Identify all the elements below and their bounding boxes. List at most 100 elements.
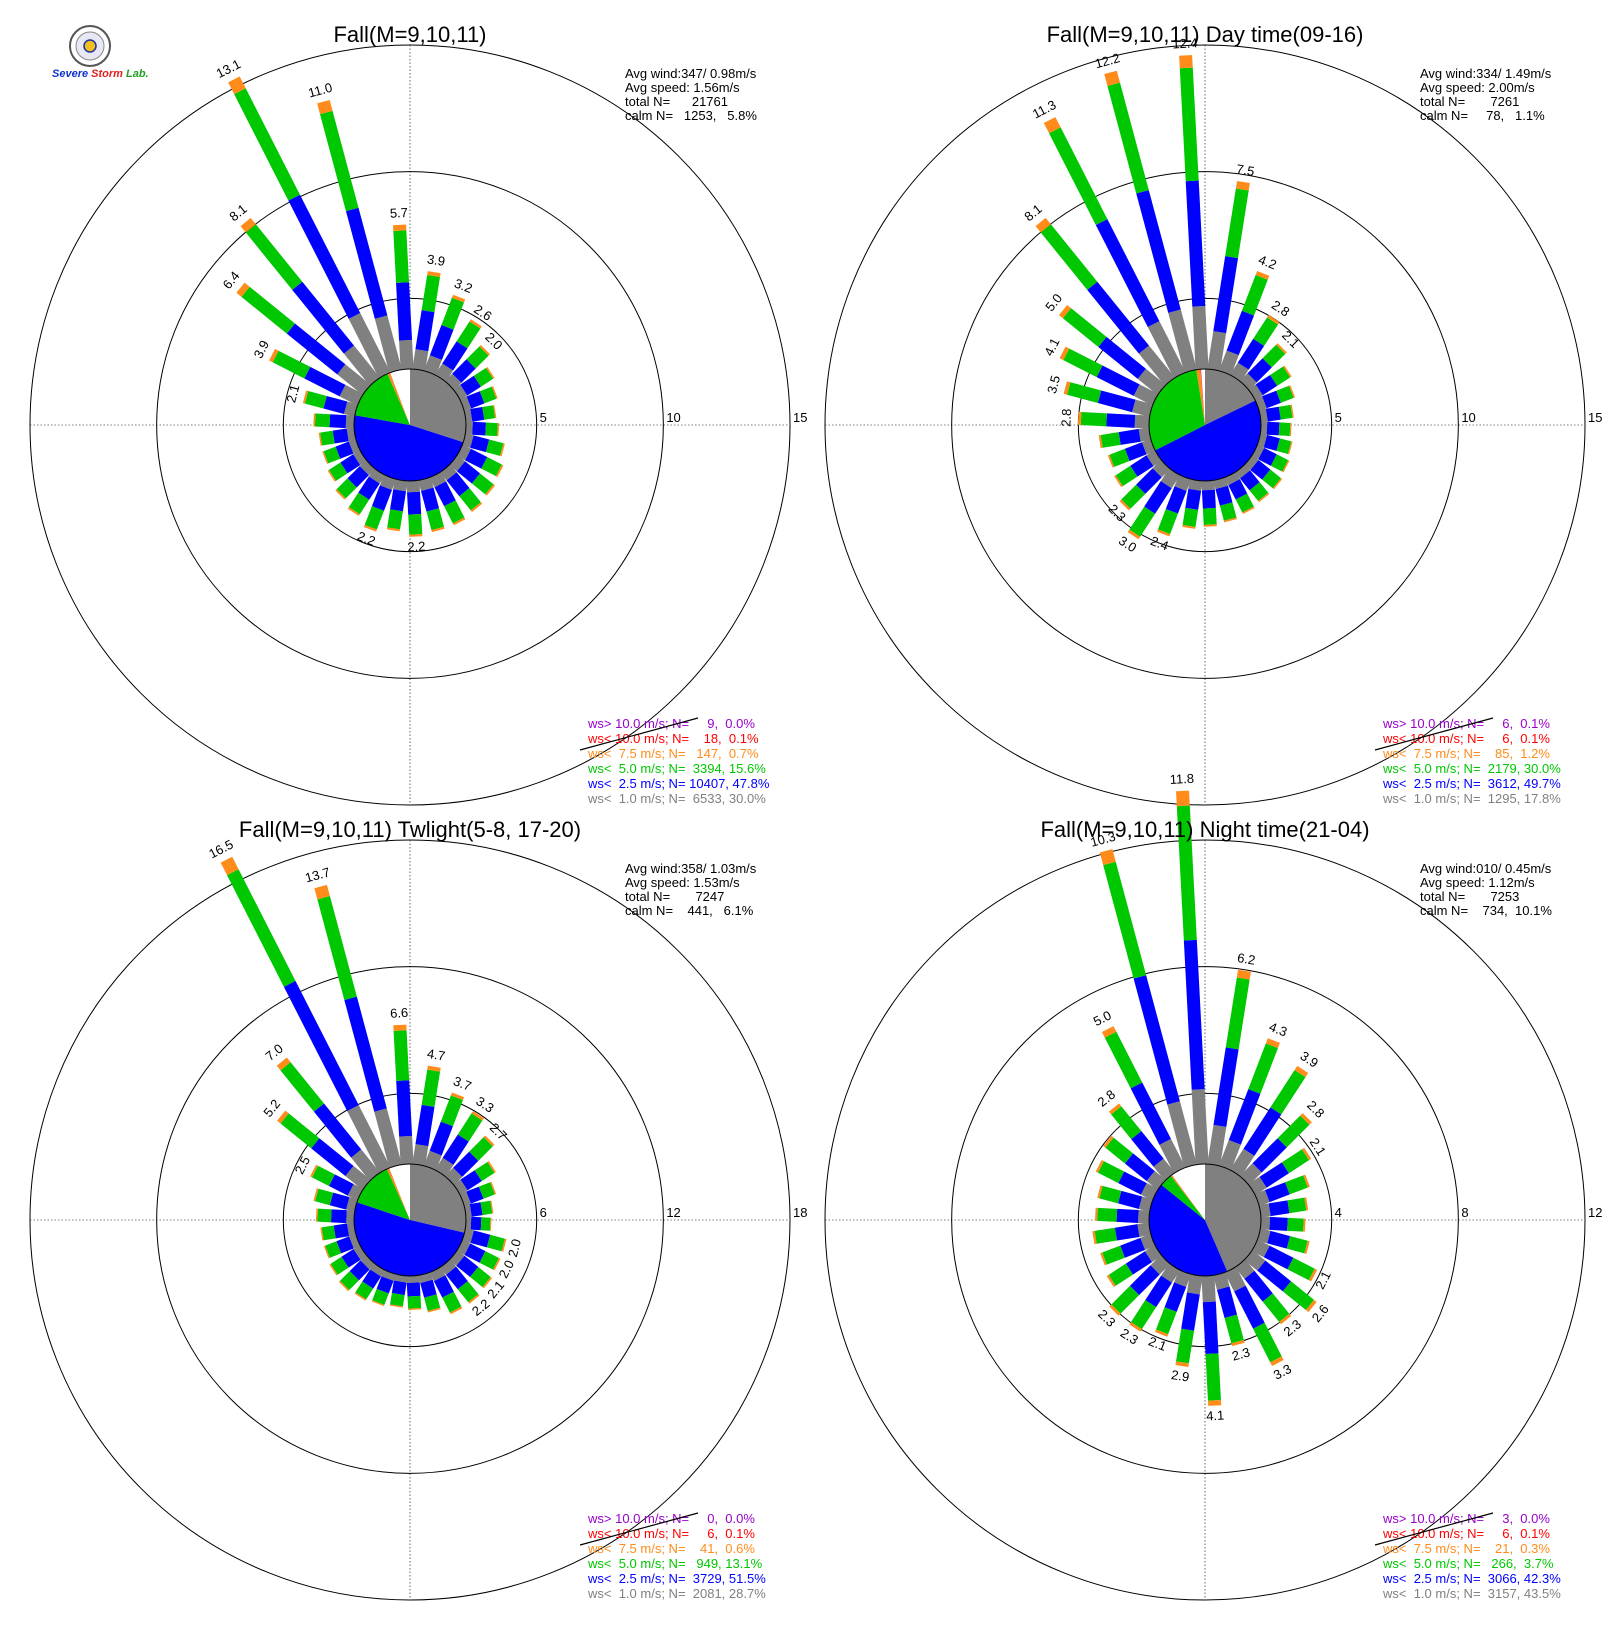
bar-segment <box>1176 805 1197 941</box>
direction-bar <box>406 480 423 537</box>
lab-logo: Severe Storm Lab. <box>52 24 149 84</box>
pie-outline <box>353 368 467 482</box>
stats-line: Avg wind:358/ 1.03m/s <box>625 861 757 876</box>
bar-segment <box>1235 464 1251 479</box>
direction-bar <box>320 1222 356 1241</box>
bar-segment <box>1124 1153 1155 1182</box>
bar-segment <box>1276 343 1287 354</box>
bar-segment <box>1213 1047 1239 1127</box>
bar-segment <box>371 485 393 511</box>
direction-bar <box>429 1266 463 1315</box>
legend-entry: ws< 10.0 m/s; N= 6, 0.1% <box>1382 731 1550 746</box>
bar-segment <box>336 1236 354 1254</box>
pie-slice <box>1196 369 1205 425</box>
bar-segment <box>1303 1218 1306 1232</box>
bar-segment <box>393 1030 410 1081</box>
bar-segment <box>1107 454 1115 468</box>
bar-segment <box>339 384 364 406</box>
bar-segment <box>1270 1356 1284 1366</box>
bar-value-label: 12.2 <box>1093 50 1121 71</box>
direction-bar <box>1077 411 1150 429</box>
bar-segment <box>1049 127 1108 226</box>
legend-entry: ws< 5.0 m/s; N= 3394, 15.6% <box>587 761 766 776</box>
bar-segment <box>1192 305 1209 370</box>
legend-entry: ws< 2.5 m/s; N= 3066, 42.3% <box>1382 1571 1561 1586</box>
bar-segment <box>1130 1300 1157 1330</box>
bar-segment <box>1152 460 1170 478</box>
bar-segment <box>374 1108 402 1168</box>
bar-segment <box>1157 529 1171 537</box>
direction-bar <box>449 1250 493 1289</box>
pie-slice <box>1149 369 1205 451</box>
bar-segment <box>1203 524 1217 527</box>
bar-segment <box>446 1266 468 1290</box>
bar-segment <box>449 455 466 472</box>
legend-entry: ws< 1.0 m/s; N= 1295, 17.8% <box>1382 791 1561 806</box>
bar-segment <box>1283 365 1292 378</box>
direction-bar <box>418 477 445 533</box>
bar-segment <box>349 1234 361 1249</box>
direction-bar <box>440 1259 480 1304</box>
bar-value-label: 5.0 <box>1091 1007 1114 1029</box>
logo-line-3: Lab. <box>126 68 149 80</box>
bar-segment <box>464 1243 486 1263</box>
bar-segment <box>346 1210 355 1224</box>
bar-value-label: 13.7 <box>303 864 331 885</box>
bar-segment <box>304 366 346 397</box>
bar-segment <box>340 454 361 474</box>
bar-segment <box>1255 374 1278 396</box>
bar-value-label: 4.1 <box>1041 335 1063 358</box>
bar-segment <box>1236 969 1251 980</box>
logo-text: Severe Storm Lab. <box>52 68 149 84</box>
bar-segment <box>1262 469 1281 489</box>
direction-bar <box>1035 217 1175 386</box>
direction-bar <box>424 294 466 376</box>
bar-segment <box>368 468 385 484</box>
direction-bar <box>1119 460 1170 511</box>
bar-segment <box>440 1095 464 1127</box>
legend-strike-line <box>579 717 699 751</box>
bar-segment <box>321 1225 336 1241</box>
wind-rose-panel: 6 12 182.55.27.016.513.76.64.73.73.32.72.0… <box>29 817 807 1601</box>
bar-segment <box>1270 366 1291 386</box>
bar-segment <box>1111 1285 1140 1314</box>
pie-slice <box>1148 1184 1228 1277</box>
bar-segment <box>1104 1031 1143 1089</box>
bar-segment <box>314 413 331 428</box>
bar-segment <box>1278 422 1291 436</box>
bar-segment <box>1257 1228 1271 1244</box>
legend-entry: ws> 10.0 m/s; N= 9, 0.0% <box>587 716 755 731</box>
bar-value-label: 2.1 <box>1312 1269 1334 1292</box>
ring-tick-label: 12 <box>666 1205 680 1220</box>
bar-segment <box>1248 384 1263 400</box>
bar-value-label: 2.0 <box>482 329 505 352</box>
bar-segment <box>1176 790 1190 807</box>
bar-value-label: 11.0 <box>307 80 334 101</box>
bar-value-label: 2.9 <box>1170 1367 1190 1385</box>
bar-segment <box>1282 1281 1315 1311</box>
bar-segment <box>486 366 495 379</box>
seal-icon <box>69 25 111 67</box>
pie-slice <box>1201 369 1205 425</box>
bar-segment <box>1103 861 1147 979</box>
bar-segment <box>1077 411 1082 425</box>
logo-line-2: Storm <box>91 68 123 80</box>
bar-segment <box>359 460 375 476</box>
pie-slice <box>1200 369 1205 425</box>
bar-segment <box>1262 344 1286 368</box>
direction-bar <box>347 468 385 516</box>
bar-segment <box>341 1248 361 1268</box>
bar-segment <box>1058 304 1072 319</box>
bar-segment <box>1258 447 1277 466</box>
panel-title: Fall(M=9,10,11) Day time(09-16) <box>1047 22 1364 47</box>
bar-segment <box>464 408 473 423</box>
bar-segment <box>465 421 473 435</box>
bar-segment <box>1140 1183 1159 1201</box>
bar-segment <box>1130 1082 1171 1145</box>
bar-segment <box>431 526 445 533</box>
bar-segment <box>1098 336 1146 379</box>
stats-line: Avg speed: 2.00m/s <box>1420 80 1535 95</box>
bar-segment <box>353 450 367 466</box>
bar-segment <box>319 110 359 212</box>
direction-bar <box>435 1111 484 1177</box>
